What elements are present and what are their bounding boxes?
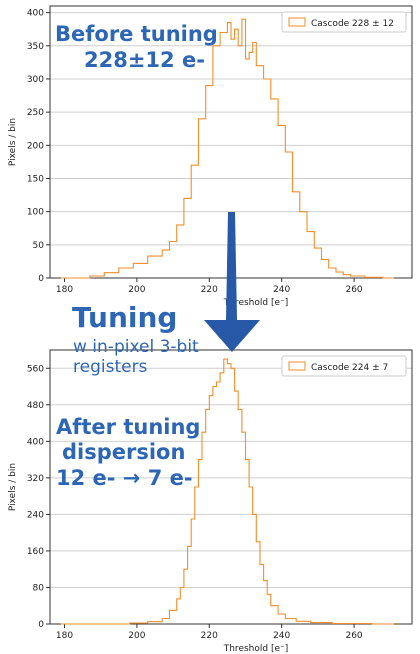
y-tick-label: 0	[38, 274, 44, 284]
x-tick-label: 220	[201, 631, 218, 641]
y-tick-label: 400	[27, 9, 44, 19]
y-tick-label: 150	[27, 174, 44, 184]
y-tick-label: 350	[27, 42, 44, 52]
x-axis-label: Threshold [e⁻]	[223, 298, 289, 308]
histogram-after-tuning: 0 80 160 240 320 400 480 560 180 200 220 240 260 Thre…	[8, 349, 413, 654]
x-tick-label: 180	[56, 285, 73, 295]
y-tick-label: 560	[27, 364, 44, 374]
y-tick-label: 250	[27, 108, 44, 118]
y-tick-label: 400	[27, 437, 44, 447]
tuning-subtitle-line2: registers	[73, 357, 148, 377]
y-tick-label: 200	[27, 141, 44, 151]
legend-label: Cascode 224 ± 7	[311, 363, 388, 373]
x-tick-label: 260	[345, 285, 362, 295]
x-tick-label: 240	[273, 285, 290, 295]
legend-label: Cascode 228 ± 12	[311, 19, 394, 29]
y-tick-label: 240	[27, 510, 44, 520]
histogram-series-line	[60, 358, 394, 625]
x-axis-label: Threshold [e⁻]	[223, 644, 289, 654]
tuning-arrow-icon	[204, 212, 260, 352]
x-tick-label: 240	[273, 631, 290, 641]
y-tick-label: 50	[33, 241, 45, 251]
y-tick-label: 480	[27, 401, 44, 411]
x-tick-label: 200	[128, 285, 145, 295]
before-tuning-label: Before tuning	[55, 22, 218, 46]
y-tick-label: 0	[38, 620, 44, 630]
histogram-series-line	[60, 18, 394, 279]
histogram-before-tuning: 0 50 100 150 200 250 300 350 400 180 200 220 240 260 T…	[8, 5, 413, 308]
y-tick-label: 320	[27, 474, 44, 484]
legend-swatch	[288, 361, 306, 371]
y-tick-label: 80	[33, 583, 45, 593]
y-axis-label: Pixels / bin	[8, 118, 18, 166]
x-tick-label: 260	[345, 631, 362, 641]
y-axis-label: Pixels / bin	[8, 463, 18, 511]
tuning-subtitle-line1: w in-pixel 3-bit	[73, 337, 199, 357]
x-tick-label: 200	[128, 631, 145, 641]
legend-box	[281, 11, 407, 33]
y-tick-label: 100	[27, 208, 44, 218]
before-tuning-value: 228±12 e-	[84, 48, 205, 72]
after-tuning-values: 12 e- → 7 e-	[56, 466, 193, 490]
x-tick-label: 180	[56, 631, 73, 641]
y-tick-label: 300	[27, 75, 44, 85]
legend-box	[281, 355, 407, 377]
x-tick-label: 220	[201, 285, 218, 295]
tuning-title: Tuning	[72, 301, 177, 334]
after-tuning-label: After tuning	[56, 415, 200, 439]
legend-swatch	[288, 17, 306, 27]
after-tuning-dispersion: dispersion	[62, 440, 185, 464]
y-tick-label: 160	[27, 547, 44, 557]
